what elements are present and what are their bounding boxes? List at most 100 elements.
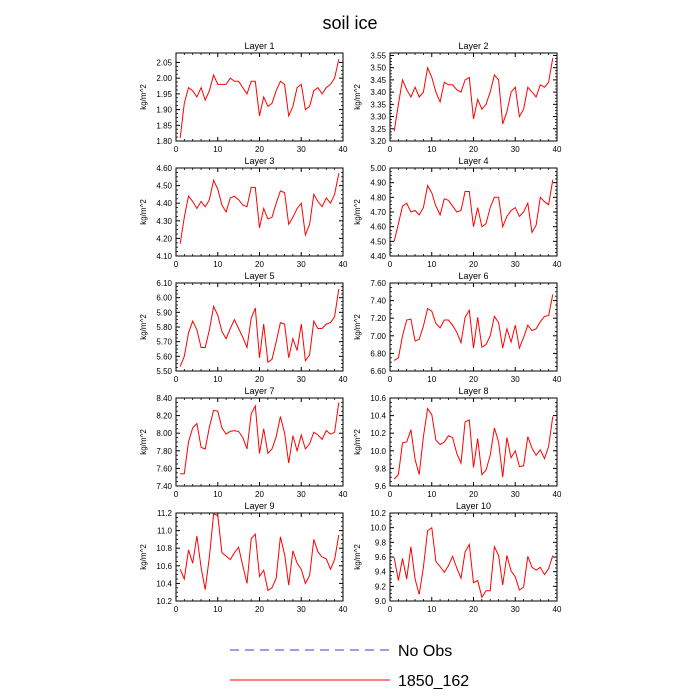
y-tick-label: 5.50 bbox=[156, 367, 172, 376]
y-tick-label: 9.2 bbox=[375, 582, 387, 591]
y-tick-label: 3.55 bbox=[370, 51, 386, 60]
series-line-1850-162 bbox=[179, 173, 340, 244]
y-tick-label: 10.6 bbox=[156, 562, 172, 571]
series-line-1850-162 bbox=[393, 179, 554, 242]
panel-layer-2: Layer 2 3.20 3.25 3.30 3.35 3.40 3.45 3.50 3.55 0… bbox=[353, 41, 562, 154]
y-tick-label: 10.0 bbox=[370, 447, 386, 456]
y-axis-label: kg/m^2 bbox=[353, 84, 362, 110]
y-tick-label: 6.00 bbox=[156, 294, 172, 303]
plot-frame bbox=[175, 167, 344, 257]
panel-title: Layer 2 bbox=[458, 41, 488, 51]
x-tick-label: 20 bbox=[469, 260, 478, 269]
panel-layer-10: Layer 10 9.0 9.2 9.4 9.6 9.8 10.0 10.2 0 10 20 30 40… bbox=[353, 501, 562, 614]
y-tick-label: 4.10 bbox=[156, 252, 172, 261]
x-tick-label: 0 bbox=[174, 260, 179, 269]
plot-frame bbox=[389, 397, 558, 487]
x-tick-label: 30 bbox=[297, 605, 306, 614]
y-axis-label: kg/m^2 bbox=[353, 314, 362, 340]
y-tick-label: 7.40 bbox=[370, 297, 386, 306]
y-tick-label: 4.20 bbox=[156, 234, 172, 243]
x-tick-label: 30 bbox=[511, 145, 520, 154]
panel-title: Layer 8 bbox=[458, 386, 488, 396]
plot-frame bbox=[175, 512, 344, 602]
plot-frame bbox=[389, 282, 558, 372]
y-tick-label: 8.40 bbox=[156, 394, 172, 403]
y-tick-label: 9.0 bbox=[375, 597, 387, 606]
series-line-1850-162 bbox=[393, 294, 554, 361]
x-tick-label: 0 bbox=[388, 605, 393, 614]
x-tick-label: 0 bbox=[174, 145, 179, 154]
legend: No Obs 1850_162 bbox=[230, 643, 469, 690]
x-tick-label: 40 bbox=[553, 490, 562, 499]
panel-title: Layer 9 bbox=[244, 501, 274, 511]
y-tick-label: 1.80 bbox=[156, 137, 172, 146]
y-tick-label: 4.60 bbox=[156, 164, 172, 173]
plot-frame bbox=[389, 512, 558, 602]
y-tick-label: 7.40 bbox=[156, 482, 172, 491]
x-tick-label: 40 bbox=[339, 605, 348, 614]
x-tick-label: 10 bbox=[213, 375, 222, 384]
y-tick-label: 4.80 bbox=[370, 193, 386, 202]
x-tick-label: 0 bbox=[388, 490, 393, 499]
y-tick-label: 9.4 bbox=[375, 568, 387, 577]
series-line-1850-162 bbox=[393, 526, 554, 599]
x-tick-label: 40 bbox=[339, 490, 348, 499]
panel-title: Layer 4 bbox=[458, 156, 488, 166]
y-tick-label: 11.0 bbox=[157, 527, 173, 536]
panel-title: Layer 5 bbox=[244, 271, 274, 281]
y-axis-label: kg/m^2 bbox=[139, 199, 148, 225]
x-tick-label: 30 bbox=[511, 375, 520, 384]
panel-layer-9: Layer 9 10.2 10.4 10.6 10.8 11.0 11.2 0 10 20 30 40… bbox=[139, 501, 348, 614]
series-line-1850-162 bbox=[179, 59, 340, 138]
x-tick-label: 0 bbox=[388, 375, 393, 384]
y-tick-label: 9.8 bbox=[375, 538, 387, 547]
panel-layer-8: Layer 8 9.6 9.8 10.0 10.2 10.4 10.6 0 10 20 30 40 kg… bbox=[353, 386, 562, 499]
y-tick-label: 9.8 bbox=[375, 464, 387, 473]
y-tick-label: 7.80 bbox=[156, 447, 172, 456]
y-tick-label: 2.00 bbox=[156, 74, 172, 83]
y-axis-label: kg/m^2 bbox=[353, 429, 362, 455]
y-axis-label: kg/m^2 bbox=[353, 544, 362, 570]
x-tick-label: 10 bbox=[213, 490, 222, 499]
y-tick-label: 7.00 bbox=[370, 332, 386, 341]
y-tick-label: 3.30 bbox=[370, 113, 386, 122]
y-tick-label: 3.40 bbox=[370, 88, 386, 97]
x-tick-label: 30 bbox=[511, 605, 520, 614]
panel-title: Layer 10 bbox=[456, 501, 491, 511]
series-line-1850-162 bbox=[393, 57, 554, 132]
panel-title: Layer 1 bbox=[244, 41, 274, 51]
x-tick-label: 10 bbox=[427, 145, 436, 154]
panel-layer-7: Layer 7 7.40 7.60 7.80 8.00 8.20 8.40 0 10 20 30 40… bbox=[139, 386, 348, 499]
x-tick-label: 0 bbox=[174, 375, 179, 384]
y-tick-label: 9.6 bbox=[375, 482, 387, 491]
y-tick-label: 5.70 bbox=[156, 338, 172, 347]
x-tick-label: 10 bbox=[213, 260, 222, 269]
y-tick-label: 6.10 bbox=[156, 279, 172, 288]
panel-title: Layer 6 bbox=[458, 271, 488, 281]
panel-title: Layer 3 bbox=[244, 156, 274, 166]
x-tick-label: 10 bbox=[427, 260, 436, 269]
x-tick-label: 30 bbox=[297, 490, 306, 499]
series-line-1850-162 bbox=[179, 288, 340, 367]
panel-title: Layer 7 bbox=[244, 386, 274, 396]
y-tick-label: 10.6 bbox=[370, 394, 386, 403]
x-tick-label: 30 bbox=[297, 375, 306, 384]
x-tick-label: 40 bbox=[553, 605, 562, 614]
x-tick-label: 30 bbox=[511, 490, 520, 499]
y-tick-label: 4.90 bbox=[370, 179, 386, 188]
series-line-1850-162 bbox=[393, 407, 554, 480]
x-tick-label: 30 bbox=[511, 260, 520, 269]
y-tick-label: 5.60 bbox=[156, 352, 172, 361]
panel-layer-1: Layer 1 1.80 1.85 1.90 1.95 2.00 2.05 0 10 20 30 40… bbox=[139, 41, 348, 154]
x-tick-label: 40 bbox=[339, 260, 348, 269]
y-tick-label: 7.60 bbox=[370, 279, 386, 288]
y-axis-label: kg/m^2 bbox=[139, 84, 148, 110]
y-tick-label: 3.50 bbox=[370, 64, 386, 73]
y-tick-label: 1.90 bbox=[156, 106, 172, 115]
panel-layer-6: Layer 6 6.60 6.80 7.00 7.20 7.40 7.60 0 10 20 30 40… bbox=[353, 271, 562, 384]
figure-title: soil ice bbox=[322, 13, 377, 33]
y-tick-label: 5.00 bbox=[370, 164, 386, 173]
x-tick-label: 20 bbox=[469, 145, 478, 154]
plot-frame bbox=[175, 397, 344, 487]
